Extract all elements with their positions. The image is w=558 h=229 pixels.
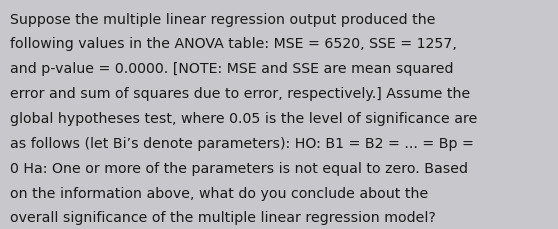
Text: as follows (let Bi’s denote parameters): HO: B1 = B2 = ... = Bp =: as follows (let Bi’s denote parameters):… [10, 136, 474, 150]
Text: error and sum of squares due to error, respectively.] Assume the: error and sum of squares due to error, r… [10, 87, 470, 101]
Text: global hypotheses test, where 0.05 is the level of significance are: global hypotheses test, where 0.05 is th… [10, 112, 478, 125]
Text: 0 Ha: One or more of the parameters is not equal to zero. Based: 0 Ha: One or more of the parameters is n… [10, 161, 468, 175]
Text: and p-value = 0.0000. [NOTE: MSE and SSE are mean squared: and p-value = 0.0000. [NOTE: MSE and SSE… [10, 62, 454, 76]
Text: following values in the ANOVA table: MSE = 6520, SSE = 1257,: following values in the ANOVA table: MSE… [10, 37, 457, 51]
Text: Suppose the multiple linear regression output produced the: Suppose the multiple linear regression o… [10, 13, 436, 27]
Text: on the information above, what do you conclude about the: on the information above, what do you co… [10, 186, 429, 200]
Text: overall significance of the multiple linear regression model?: overall significance of the multiple lin… [10, 210, 436, 224]
